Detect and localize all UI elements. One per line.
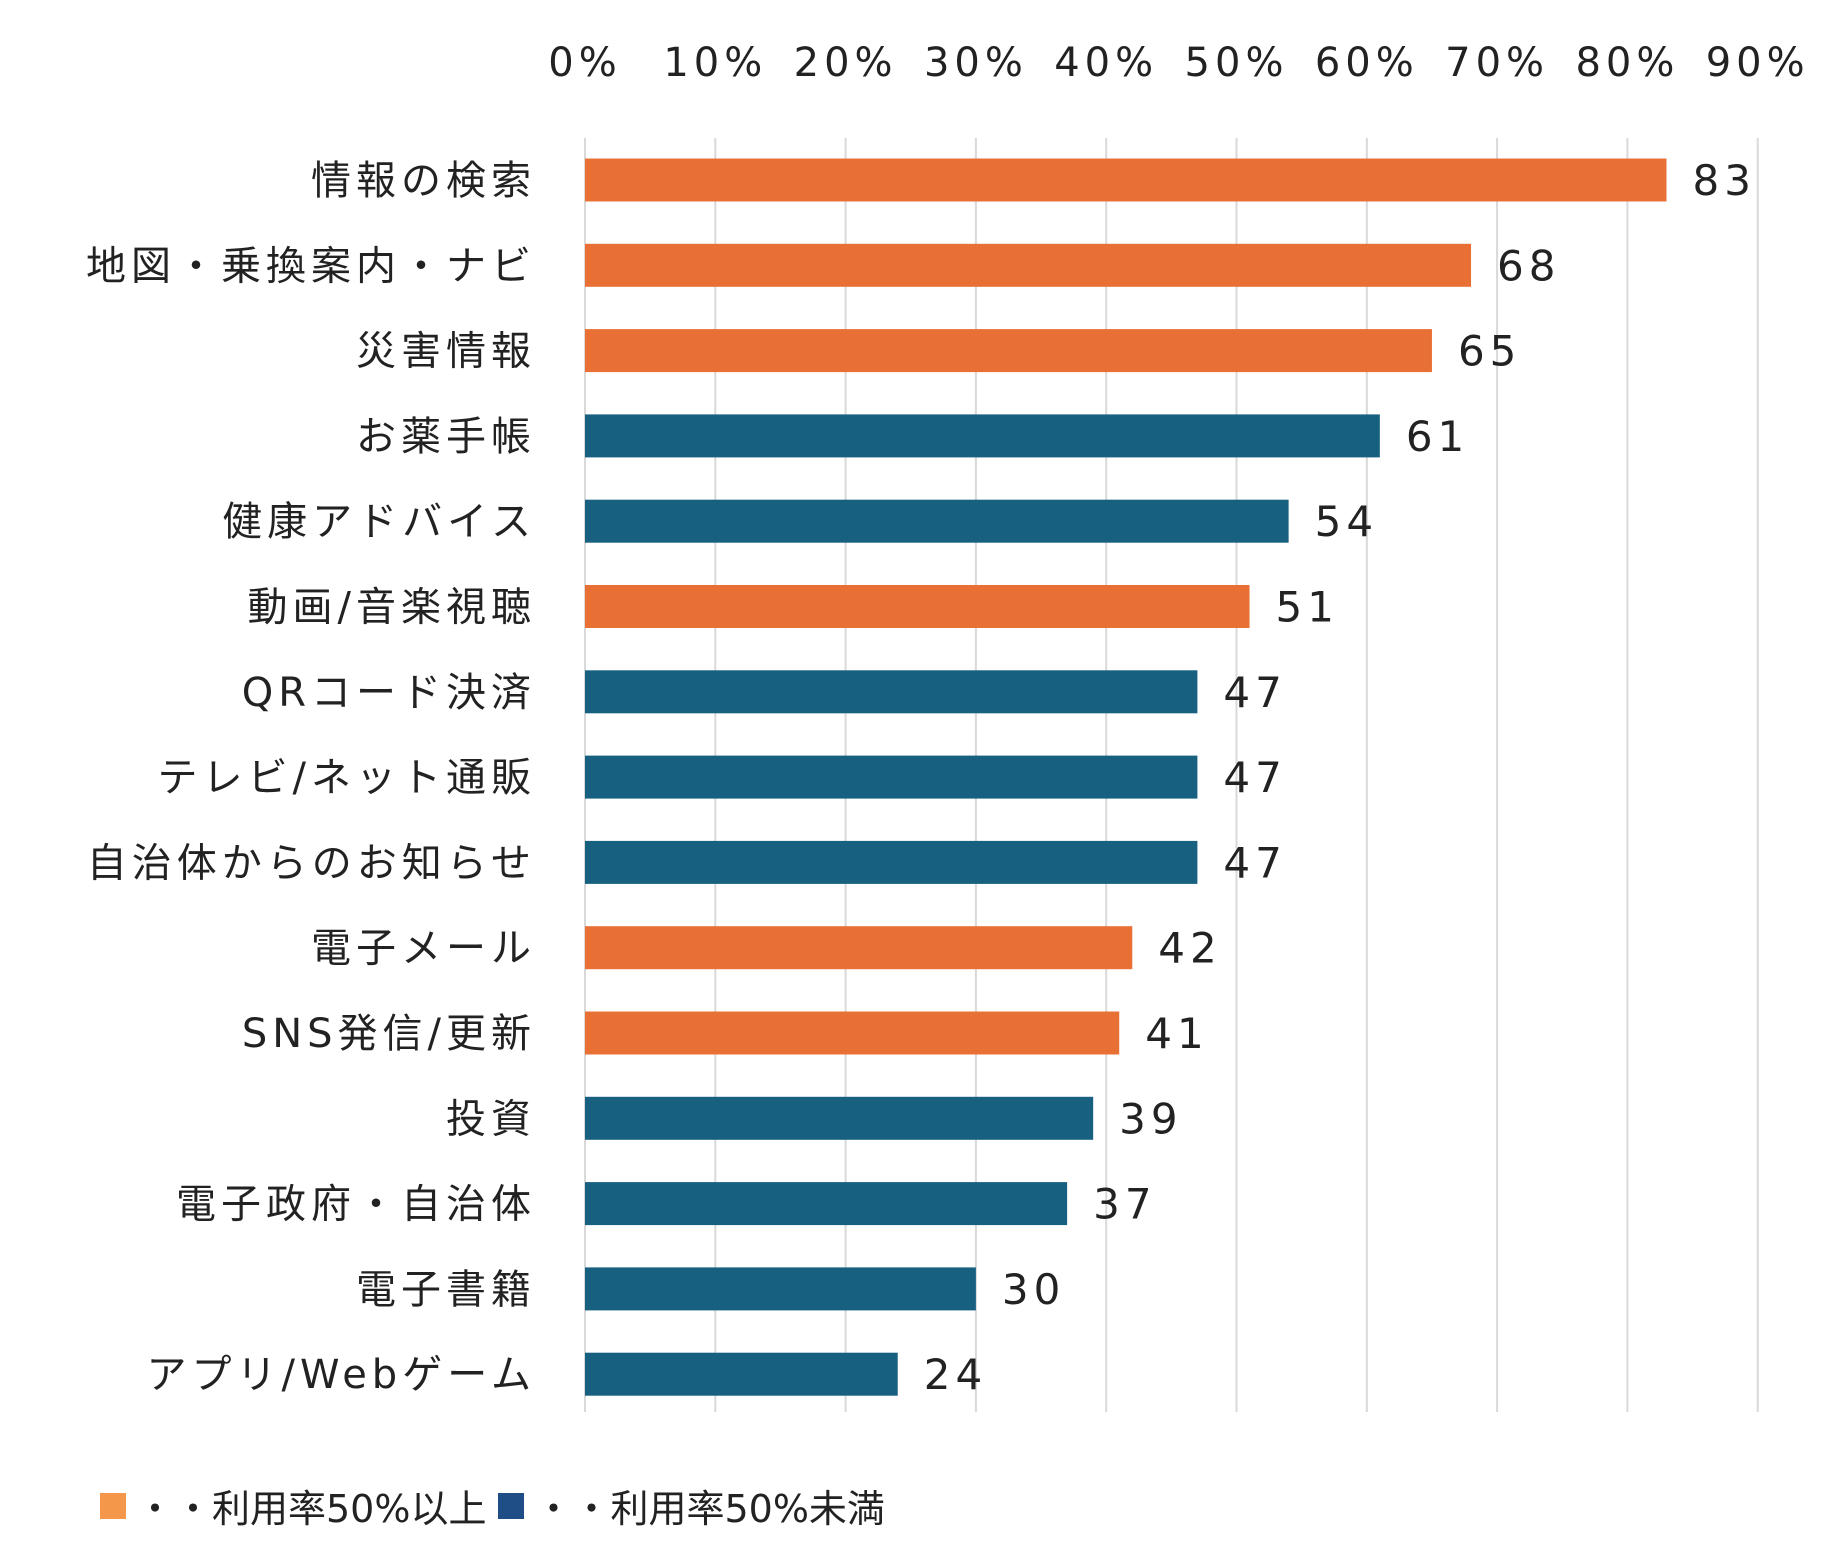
bar [585,585,1250,628]
category-label: 地図・乗換案内・ナビ [86,243,536,289]
x-tick-label: 0% [548,40,621,86]
value-label: 37 [1093,1180,1156,1229]
value-label: 68 [1497,241,1560,290]
bar [585,755,1198,799]
category-label: アプリ/Webゲーム [147,1352,536,1398]
category-label: 電子政府・自治体 [176,1182,536,1228]
x-tick-label: 70% [1445,40,1549,86]
legend-item-high: ・・利用率50%以上 [100,1478,486,1533]
value-label: 51 [1276,583,1339,632]
value-label: 24 [924,1350,987,1399]
category-label: 投資 [446,1096,536,1142]
legend-swatch-high [100,1492,126,1519]
value-label: 42 [1158,924,1221,973]
bar [585,499,1289,543]
bar [585,840,1198,884]
bar [585,1011,1120,1055]
bar [585,1352,898,1396]
value-label: 65 [1458,327,1521,376]
category-label: お薬手帳 [356,414,536,460]
legend-item-low: ・・利用率50%未満 [498,1478,885,1533]
category-label: 災害情報 [356,329,536,375]
value-label: 47 [1223,838,1286,887]
bars [585,158,1667,1396]
x-tick-label: 40% [1054,40,1158,86]
category-label: 健康アドバイス [222,499,536,545]
category-label: 電子メール [311,926,536,972]
legend-label-low: ・・利用率50%未満 [534,1487,885,1531]
value-label: 83 [1692,156,1755,205]
x-axis-tick-labels: 0% 10% 20% 30% 40% 50% 60% 70% 80% 90% [548,40,1810,86]
legend-label-high: ・・利用率50%以上 [136,1487,487,1531]
bar [585,414,1380,458]
bar [585,1096,1094,1140]
value-label: 47 [1223,753,1286,802]
bar [585,670,1198,714]
bar [585,1267,976,1311]
value-label: 30 [1002,1265,1065,1314]
x-tick-label: 20% [794,40,898,86]
bar [585,1182,1068,1226]
x-tick-label: 90% [1706,40,1810,86]
legend-swatch-low [498,1492,525,1519]
legend: ・・利用率50%以上 ・・利用率50%未満 [100,1478,897,1533]
value-label: 61 [1406,412,1469,461]
value-label: 41 [1145,1009,1208,1058]
bar [585,158,1667,202]
bar [585,243,1472,287]
category-label: 電子書籍 [356,1267,536,1313]
value-label: 47 [1223,668,1286,717]
category-label: 動画/音楽視聴 [248,585,536,631]
x-tick-label: 80% [1575,40,1679,86]
x-tick-label: 30% [924,40,1028,86]
category-label: QRコード決済 [242,670,536,716]
x-tick-label: 10% [663,40,767,86]
bar [585,329,1432,373]
category-label: SNS発信/更新 [242,1011,536,1057]
category-label: 情報の検索 [311,158,536,204]
value-label: 54 [1315,497,1378,546]
bar [585,926,1133,970]
category-label: 自治体からのお知らせ [87,840,536,886]
x-tick-label: 60% [1315,40,1419,86]
category-label: テレビ/ネット通販 [158,755,536,801]
x-tick-label: 50% [1185,40,1289,86]
value-label: 39 [1119,1094,1182,1143]
